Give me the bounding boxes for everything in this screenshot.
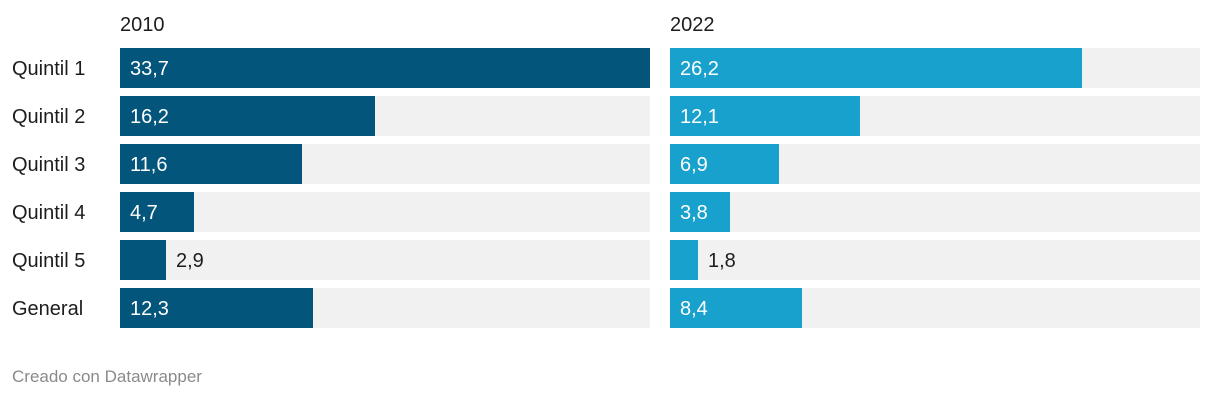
bar-2022-3 — [670, 144, 779, 184]
bar-track — [670, 192, 1200, 232]
value-label-2010-2: 16,2 — [130, 106, 169, 128]
row-label-quintil-3: Quintil 3 — [12, 154, 85, 176]
bar-2022-1 — [670, 48, 1082, 88]
value-label-2010-4: 4,7 — [130, 202, 158, 224]
bar-track — [120, 192, 650, 232]
value-label-2022-5: 1,8 — [708, 250, 736, 272]
bar-2022-4 — [670, 192, 730, 232]
bar-2010-5 — [120, 240, 166, 280]
panel-title-2010: 2010 — [120, 14, 165, 36]
footer-credit: Creado con Datawrapper — [12, 367, 202, 386]
value-label-2010-1: 33,7 — [130, 58, 169, 80]
row-label-quintil-1: Quintil 1 — [12, 58, 85, 80]
bar-2022-6 — [670, 288, 802, 328]
row-label-quintil-4: Quintil 4 — [12, 202, 85, 224]
panel-title-2022: 2022 — [670, 14, 715, 36]
row-label-general: General — [12, 298, 83, 320]
bar-2010-4 — [120, 192, 194, 232]
value-label-2022-1: 26,2 — [680, 58, 719, 80]
bar-track — [120, 240, 650, 280]
value-label-2022-2: 12,1 — [680, 106, 719, 128]
bar-2010-6 — [120, 288, 313, 328]
value-label-2022-6: 8,4 — [680, 298, 708, 320]
row-label-quintil-5: Quintil 5 — [12, 250, 85, 272]
bar-track — [670, 240, 1200, 280]
bar-2022-5 — [670, 240, 698, 280]
value-label-2010-3: 11,6 — [130, 154, 167, 176]
value-label-2010-6: 12,3 — [130, 298, 169, 320]
bar-2022-2 — [670, 96, 860, 136]
value-label-2010-5: 2,9 — [176, 250, 204, 272]
bar-2010-2 — [120, 96, 375, 136]
chart: Quintil 1 Quintil 2 Quintil 3 Quintil 4 Quin… — [12, 14, 1200, 328]
value-label-2022-4: 3,8 — [680, 202, 708, 224]
value-label-2022-3: 6,9 — [680, 154, 708, 176]
row-label-quintil-2: Quintil 2 — [12, 106, 85, 128]
bar-2010-1 — [120, 48, 650, 88]
bar-2010-3 — [120, 144, 302, 184]
